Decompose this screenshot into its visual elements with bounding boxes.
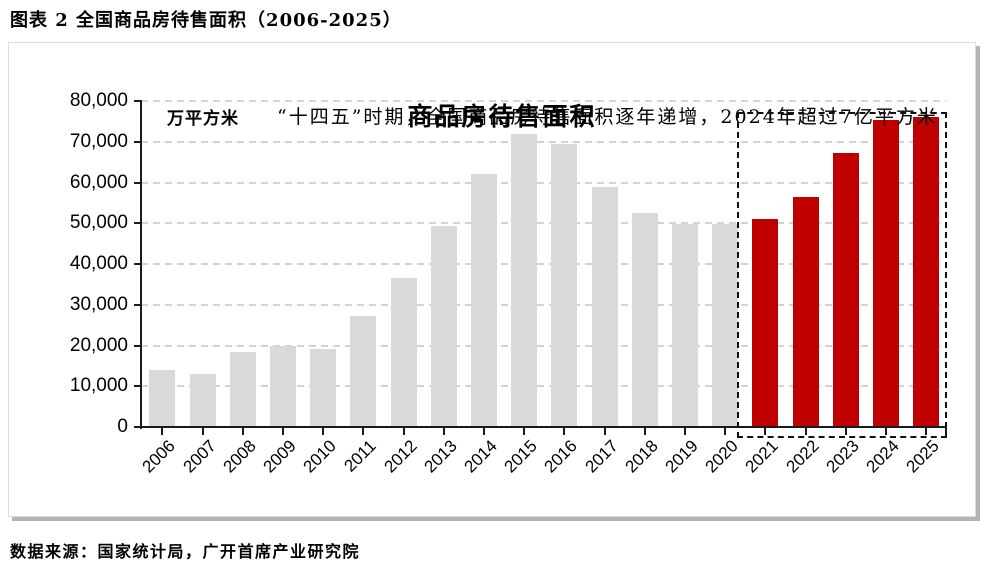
gridline (141, 181, 946, 184)
bar-2015 (511, 134, 538, 427)
gridline (141, 303, 946, 306)
bar-2007 (189, 373, 216, 427)
x-axis (140, 426, 947, 428)
x-tick (201, 428, 204, 435)
y-tick (134, 181, 141, 184)
chart-annotation: “十四五”时期，全国商品房待售面积逐年递增，2024年超过7亿平方米 (277, 106, 938, 128)
x-tick (322, 428, 325, 435)
x-tick (724, 428, 727, 435)
x-tick (281, 428, 284, 435)
x-tick (884, 428, 887, 435)
x-tick (161, 428, 164, 435)
y-axis (140, 100, 142, 429)
y-axis-tick-label: 0 (117, 416, 128, 437)
y-axis-tick-label: 60,000 (69, 171, 128, 193)
x-tick (764, 428, 767, 435)
bar-2014 (470, 173, 497, 427)
y-tick (134, 263, 141, 265)
y-tick (134, 385, 141, 388)
gridline (141, 140, 946, 143)
gridline (141, 385, 946, 388)
y-tick (134, 303, 141, 306)
x-tick (482, 428, 485, 435)
x-tick (523, 428, 526, 435)
bar-2016 (551, 143, 578, 427)
y-tick (134, 140, 141, 143)
y-tick (134, 222, 141, 225)
bar-2025 (913, 117, 940, 427)
bar-2017 (591, 186, 618, 427)
x-tick (241, 428, 244, 435)
x-tick (402, 428, 405, 435)
y-axis-tick-label: 30,000 (69, 293, 128, 315)
x-tick (362, 428, 365, 435)
y-tick (134, 426, 141, 428)
x-tick (683, 428, 686, 435)
bar-2020 (712, 223, 739, 427)
y-axis-unit-label: 万平方米 (167, 109, 239, 129)
y-axis-tick-label: 80,000 (69, 90, 128, 111)
bar-2009 (269, 345, 296, 427)
bar-2024 (872, 120, 899, 427)
y-axis-tick-label: 40,000 (69, 253, 128, 274)
bar-2008 (229, 352, 256, 427)
gridline (141, 263, 946, 265)
chart-title: 商品房待售面积 (407, 102, 597, 131)
x-tick (643, 428, 646, 435)
x-tick (844, 428, 847, 435)
gridline (141, 222, 946, 225)
figure-caption: 图表 2 全国商品房待售面积（2006-2025） (10, 10, 402, 31)
data-source: 数据来源：国家统计局，广开首席产业研究院 (10, 542, 361, 561)
x-tick (804, 428, 807, 435)
y-tick (134, 100, 141, 102)
y-axis-tick-label: 10,000 (69, 375, 128, 397)
bar-2012 (390, 278, 417, 427)
y-tick (134, 344, 141, 347)
x-tick (603, 428, 606, 435)
gridline (141, 100, 946, 102)
x-tick (442, 428, 445, 435)
gridline (141, 344, 946, 347)
x-tick (925, 428, 928, 435)
y-axis-tick-label: 20,000 (69, 334, 128, 356)
highlight-dashed-box (737, 112, 947, 438)
x-tick (563, 428, 566, 435)
bar-2019 (671, 223, 698, 427)
y-axis-tick-label: 50,000 (69, 212, 128, 234)
bar-2013 (430, 226, 457, 427)
bar-2006 (149, 369, 176, 427)
bar-2011 (350, 316, 377, 427)
bar-2021 (752, 219, 779, 427)
bar-2023 (832, 152, 859, 427)
y-axis-tick-label: 70,000 (69, 130, 128, 152)
bar-2010 (310, 349, 337, 427)
bar-2022 (792, 197, 819, 427)
bar-2018 (631, 213, 658, 427)
